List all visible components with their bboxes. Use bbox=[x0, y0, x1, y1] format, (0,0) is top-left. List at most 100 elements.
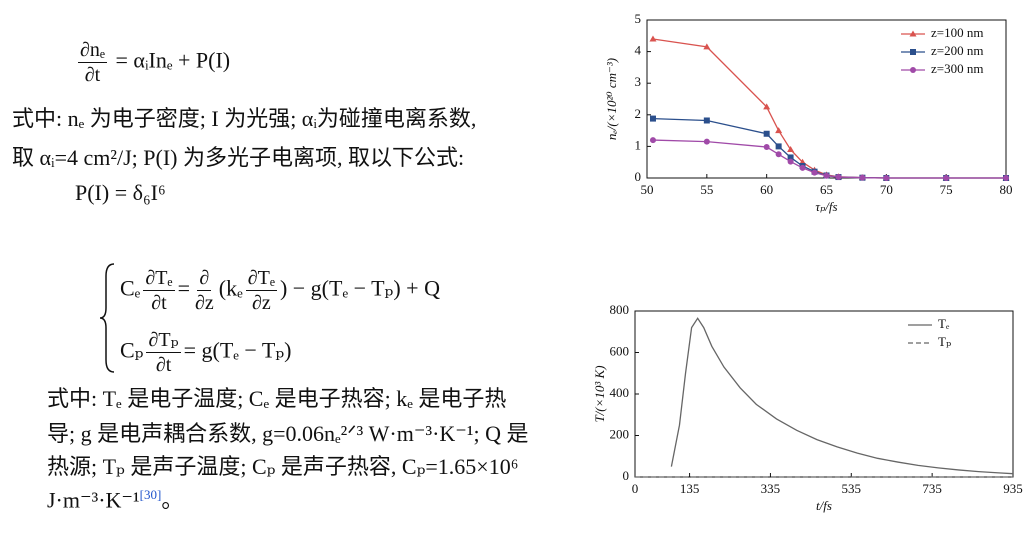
y-tick-label: 4 bbox=[635, 43, 642, 58]
marker bbox=[649, 137, 656, 144]
text: J·m⁻³·K⁻¹ bbox=[47, 487, 140, 513]
paragraph-line: J·m⁻³·K⁻¹[30]。 bbox=[47, 488, 183, 511]
x-tick-label: 535 bbox=[842, 481, 862, 496]
x-tick-label: 335 bbox=[761, 481, 781, 496]
marker bbox=[811, 169, 818, 176]
numerator: ∂Tₑ bbox=[245, 267, 277, 291]
system-line: Cₚ ∂Tₚ ∂t = g(Tₑ − Tₚ) bbox=[120, 330, 291, 375]
y-tick-label: 800 bbox=[610, 302, 630, 317]
system-line: Cₑ ∂Tₑ ∂t = ∂ ∂z (kₑ ∂Tₑ ∂z) − g(Tₑ − Tₚ) + Q bbox=[120, 268, 440, 313]
denominator: ∂z bbox=[251, 292, 271, 314]
paragraph-line: 热源; Tₚ 是声子温度; Cₚ 是声子热容, Cₚ=1.65×10⁶ bbox=[47, 454, 519, 479]
paragraph-line: 导; g 是电声耦合系数, g=0.06nₑ²ᐟ³ W·m⁻³·K⁻¹; Q 是 bbox=[47, 421, 529, 446]
denominator: ∂t bbox=[151, 292, 167, 314]
legend-label: z=200 nm bbox=[931, 43, 983, 58]
x-tick-label: 65 bbox=[820, 182, 833, 197]
x-axis-label: τₚ/fs bbox=[815, 199, 837, 214]
y-tick-label: 0 bbox=[635, 169, 642, 184]
fraction: ∂nₑ ∂t bbox=[78, 39, 108, 86]
reference[interactable]: [30] bbox=[139, 487, 162, 502]
marker bbox=[703, 117, 710, 124]
y-axis-label: T/(×10³ K) bbox=[592, 365, 607, 422]
equation-text: Cₚ bbox=[120, 337, 144, 363]
y-tick-label: 200 bbox=[610, 426, 630, 441]
series-line bbox=[652, 117, 1006, 179]
brace-path bbox=[99, 263, 115, 373]
denominator: ∂z bbox=[194, 292, 214, 314]
y-tick-label: 5 bbox=[635, 11, 642, 26]
marker bbox=[763, 144, 770, 151]
legend-label: Tₑ bbox=[938, 316, 950, 331]
marker bbox=[703, 138, 710, 145]
equation-1: ∂nₑ ∂t = αᵢInₑ + P(I) bbox=[75, 40, 230, 85]
marker bbox=[649, 115, 656, 122]
y-tick-label: 1 bbox=[635, 137, 642, 152]
numerator: ∂Tₑ bbox=[143, 267, 175, 291]
y-axis-label: nₑ/(×10²⁰ cm⁻³) bbox=[604, 58, 619, 140]
marker bbox=[787, 146, 795, 153]
y-tick-label: 600 bbox=[610, 343, 630, 358]
legend-marker bbox=[910, 67, 916, 73]
marker bbox=[823, 172, 830, 179]
brace bbox=[99, 263, 115, 373]
x-tick-label: 0 bbox=[632, 481, 639, 496]
marker bbox=[787, 154, 794, 161]
marker bbox=[763, 103, 771, 110]
series-line bbox=[652, 38, 1006, 179]
y-tick-label: 2 bbox=[635, 106, 642, 121]
marker bbox=[763, 130, 770, 137]
legend-marker bbox=[909, 30, 917, 37]
marker bbox=[775, 151, 782, 158]
fraction: ∂ ∂z bbox=[193, 268, 216, 313]
legend-label: z=300 nm bbox=[931, 61, 983, 76]
fraction: ∂Tₑ ∂t bbox=[143, 267, 175, 314]
y-tick-label: 3 bbox=[635, 74, 642, 89]
marker bbox=[703, 43, 711, 50]
paragraph-line: 式中: Tₑ 是电子温度; Cₑ 是电子热容; kₑ 是电子热 bbox=[47, 386, 507, 411]
legend-label: z=100 nm bbox=[931, 25, 983, 40]
numerator: ∂Tₚ bbox=[146, 329, 181, 353]
paragraph-line: 取 αᵢ=4 cm²/J; P(I) 为多光子电离项, 取以下公式: bbox=[12, 145, 465, 170]
x-tick-label: 55 bbox=[700, 182, 713, 197]
numerator: ∂nₑ bbox=[78, 39, 108, 63]
chart: 0 135 335 535 735 935 0 200 400 600 800 t/fs T/(×10³… bbox=[592, 302, 1023, 513]
denominator: ∂t bbox=[84, 64, 101, 86]
x-tick-label: 935 bbox=[1003, 481, 1023, 496]
x-tick-label: 80 bbox=[1000, 182, 1013, 197]
legend-label: Tₚ bbox=[938, 334, 951, 349]
x-axis-label: t/fs bbox=[816, 498, 832, 513]
marker bbox=[775, 143, 782, 150]
denominator: ∂t bbox=[155, 354, 172, 376]
x-tick-label: 60 bbox=[760, 182, 773, 197]
marker bbox=[1003, 175, 1009, 181]
series-line bbox=[670, 317, 1014, 475]
y-tick-label: 0 bbox=[623, 468, 630, 483]
fraction: ∂Tₚ ∂t bbox=[146, 329, 181, 376]
series-line bbox=[652, 139, 1006, 179]
x-tick-label: 135 bbox=[680, 481, 700, 496]
chart: 50 55 60 65 70 75 80 0 1 2 3 4 5 τₚ/fs nₑ/(×10²⁰ cm⁻³)… bbox=[604, 11, 1013, 214]
marker bbox=[883, 175, 890, 181]
equation-text: = g(Tₑ − Tₚ) bbox=[183, 337, 292, 363]
legend-marker bbox=[910, 49, 916, 55]
marker bbox=[649, 35, 657, 42]
equation-text: (kₑ bbox=[218, 275, 243, 301]
equation-text: = bbox=[177, 275, 190, 301]
marker bbox=[799, 164, 806, 171]
x-tick-label: 70 bbox=[880, 182, 893, 197]
equation-rhs: = αᵢInₑ + P(I) bbox=[115, 47, 231, 73]
text: 。 bbox=[161, 487, 184, 513]
paragraph-line: 式中: nₑ 为电子密度; I 为光强; αᵢ为碰撞电离系数, bbox=[12, 106, 477, 131]
marker bbox=[943, 175, 950, 181]
plot-frame bbox=[634, 310, 1014, 478]
equation-text: Cₑ bbox=[120, 275, 141, 301]
marker bbox=[787, 158, 794, 165]
x-tick-label: 75 bbox=[940, 182, 953, 197]
y-tick-label: 400 bbox=[610, 385, 630, 400]
marker bbox=[835, 174, 842, 181]
x-tick-label: 735 bbox=[922, 481, 942, 496]
marker bbox=[775, 127, 783, 134]
fraction: ∂Tₑ ∂z bbox=[245, 267, 277, 314]
equation-2: P(I) = δ₆I⁶ bbox=[75, 180, 166, 205]
